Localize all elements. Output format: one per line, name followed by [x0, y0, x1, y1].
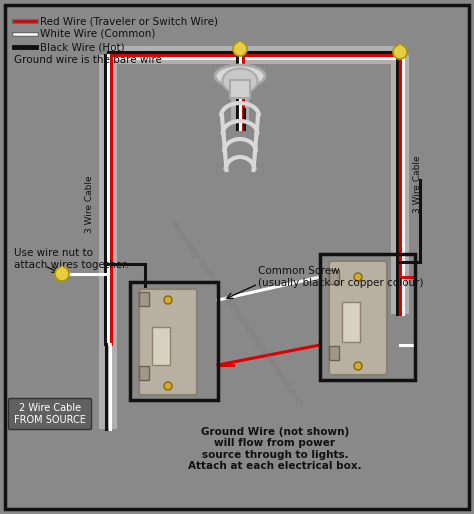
Text: Black Wire (Hot): Black Wire (Hot) — [40, 42, 125, 52]
Polygon shape — [58, 267, 65, 272]
FancyBboxPatch shape — [9, 398, 91, 430]
Circle shape — [164, 296, 172, 304]
Circle shape — [164, 382, 172, 390]
Text: 3 Wire Cable: 3 Wire Cable — [413, 155, 422, 213]
Wedge shape — [393, 45, 407, 59]
Text: 3 Wire Cable: 3 Wire Cable — [85, 175, 94, 233]
Ellipse shape — [222, 68, 257, 94]
Bar — [152, 327, 170, 365]
Bar — [139, 292, 149, 306]
Text: Common Screw
(usually black or copper colour): Common Screw (usually black or copper co… — [258, 266, 423, 288]
Polygon shape — [396, 45, 403, 50]
Wedge shape — [55, 267, 69, 281]
Bar — [130, 282, 218, 400]
Bar — [329, 270, 339, 284]
FancyBboxPatch shape — [139, 289, 197, 395]
Bar — [139, 366, 149, 380]
Text: Red Wire (Traveler or Switch Wire): Red Wire (Traveler or Switch Wire) — [40, 16, 218, 26]
Text: 2 Wire Cable
FROM SOURCE: 2 Wire Cable FROM SOURCE — [14, 403, 86, 425]
Ellipse shape — [215, 65, 265, 87]
Text: Use wire nut to
attach wires together.: Use wire nut to attach wires together. — [14, 248, 129, 270]
Text: Ground wire is the bare wire: Ground wire is the bare wire — [14, 55, 162, 65]
Text: White Wire (Common): White Wire (Common) — [40, 29, 155, 39]
Wedge shape — [233, 42, 247, 56]
Bar — [320, 254, 415, 380]
Polygon shape — [237, 42, 244, 47]
Text: Ground Wire (not shown)
will flow from power
source through to lights.
Attach at: Ground Wire (not shown) will flow from p… — [188, 427, 362, 471]
Bar — [230, 80, 250, 98]
Text: www.easy-to-it-yourself-home-improvements.com: www.easy-to-it-yourself-home-improvement… — [169, 219, 305, 409]
Circle shape — [354, 362, 362, 370]
FancyBboxPatch shape — [329, 261, 387, 375]
Bar — [329, 346, 339, 360]
Circle shape — [354, 273, 362, 281]
Bar — [342, 302, 360, 342]
